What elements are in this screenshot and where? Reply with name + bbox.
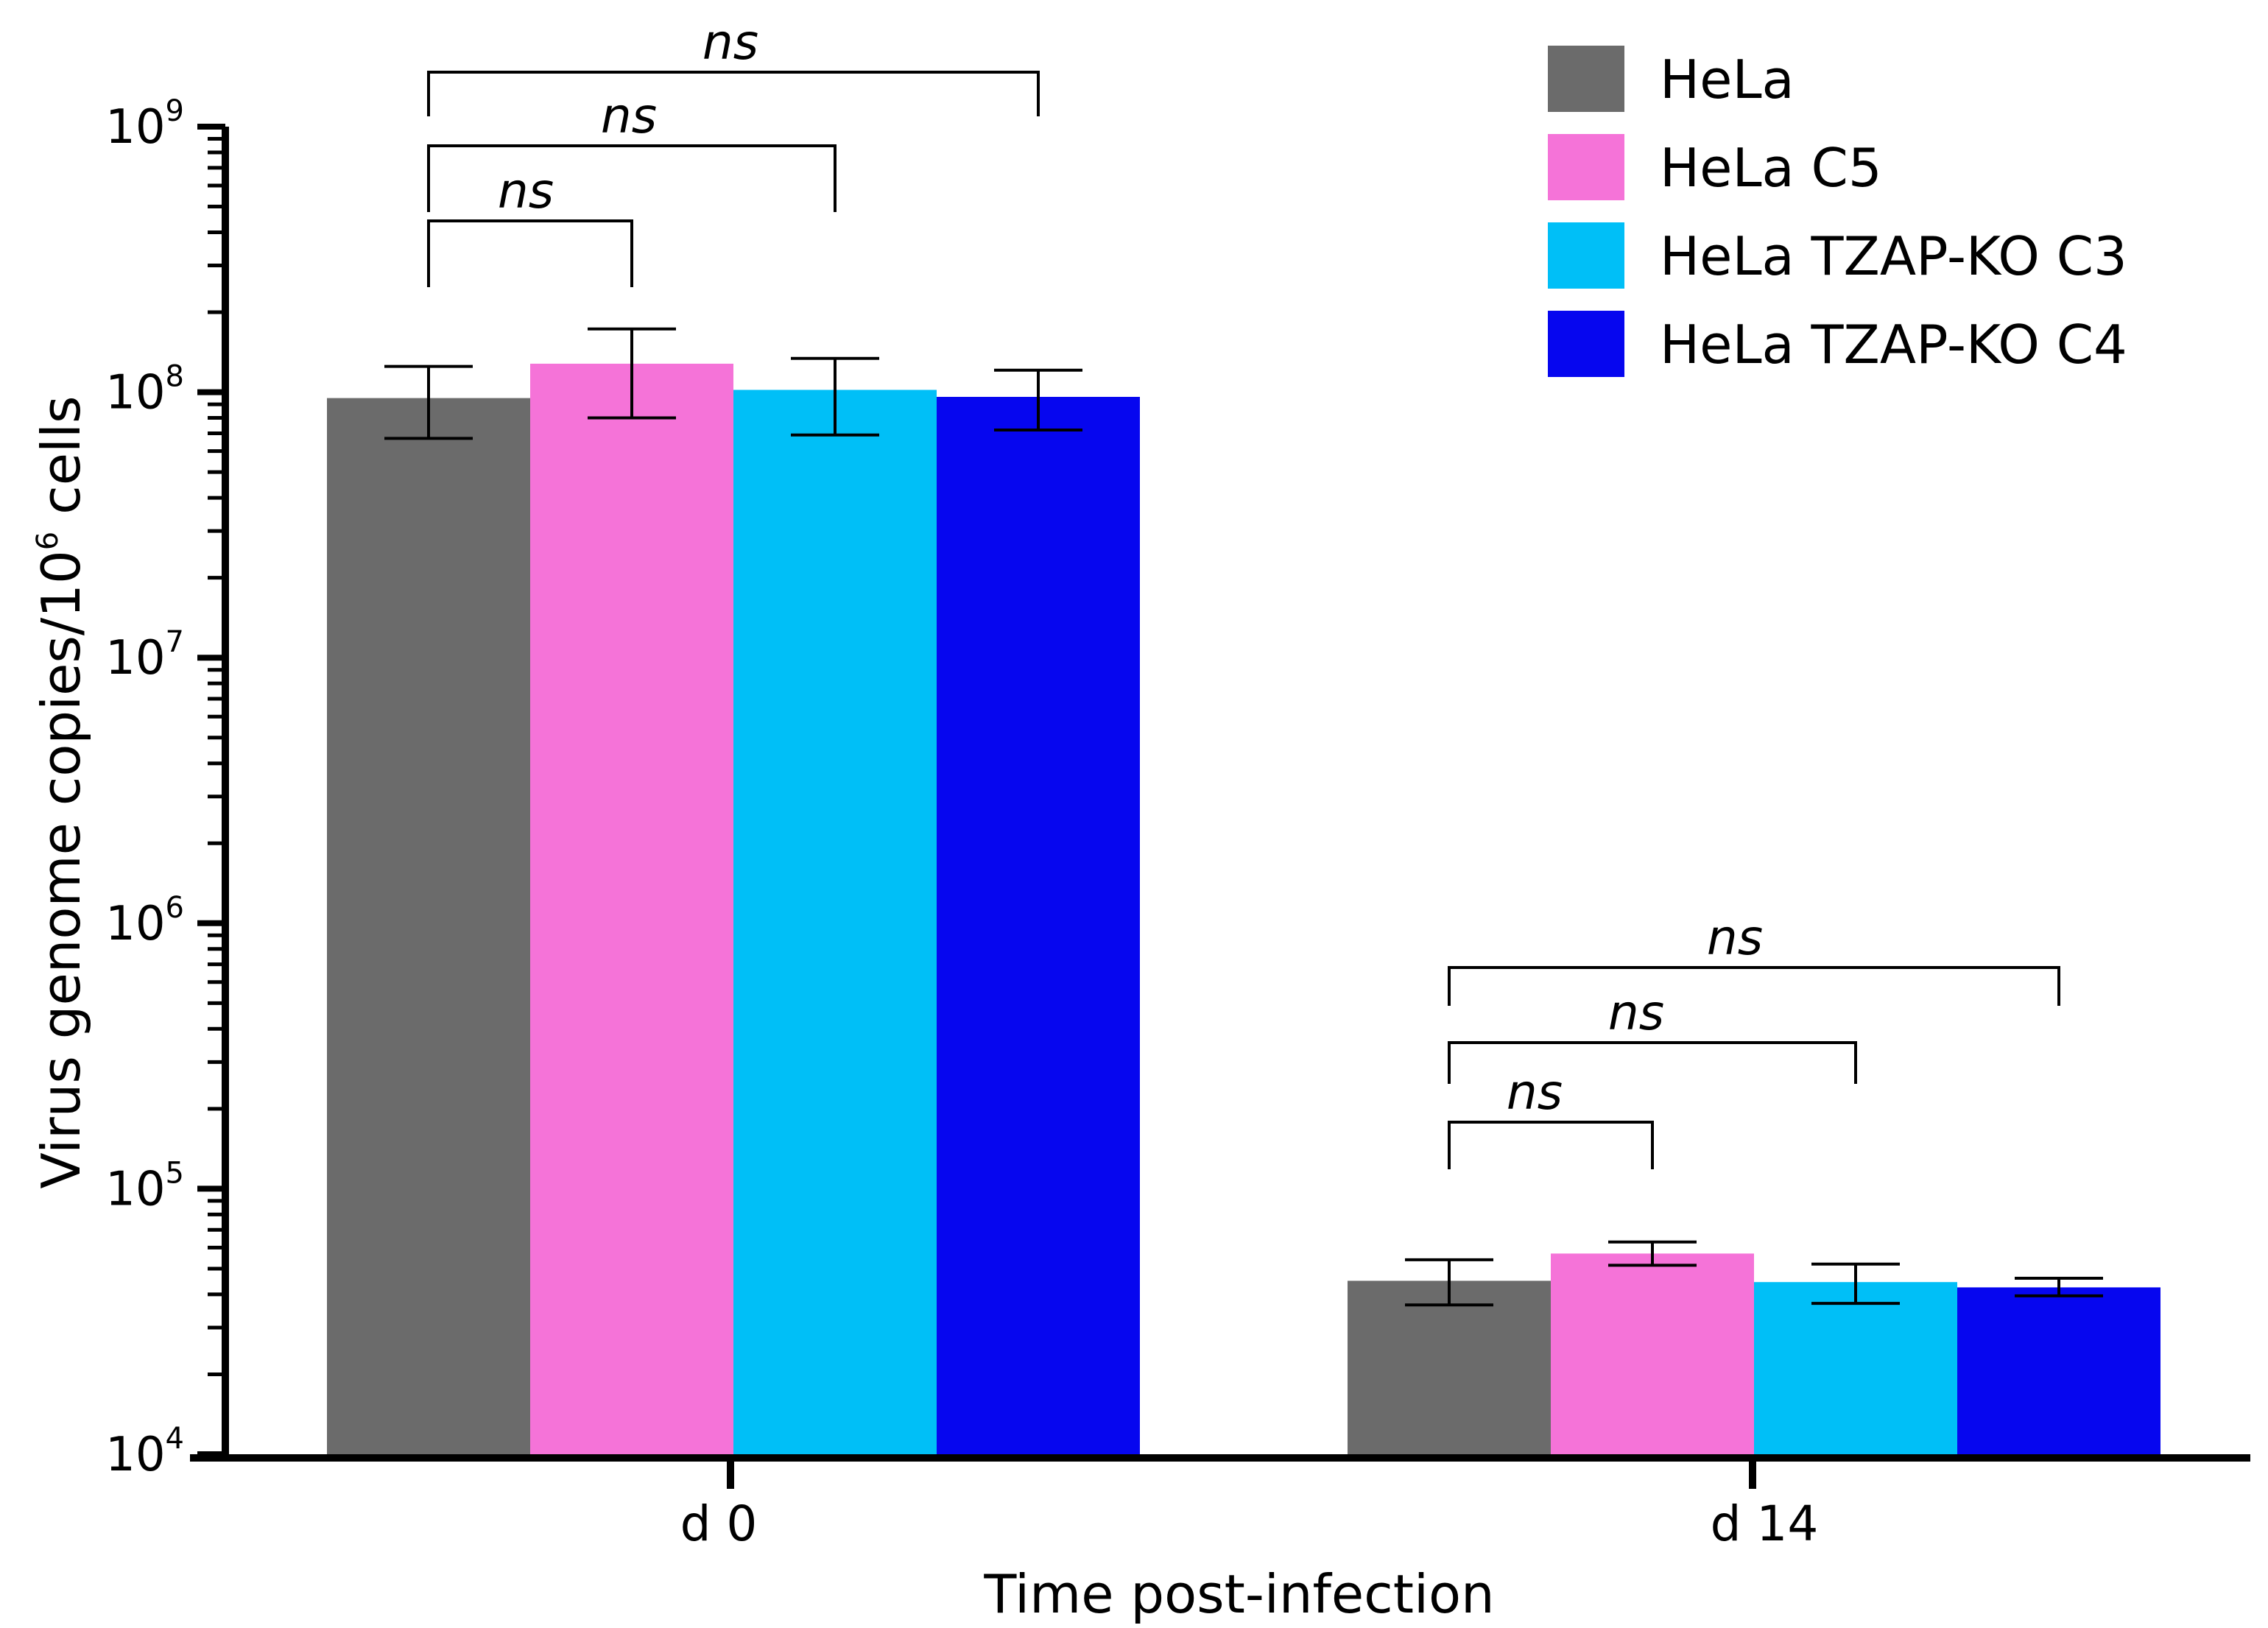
y-axis-title: Virus genome copies/106 cells: [30, 395, 92, 1188]
y-tick-label: 105: [105, 1156, 184, 1216]
bar: [1348, 1280, 1551, 1454]
y-tick-exponent: 4: [166, 1422, 184, 1456]
y-axis-title-main: Virus genome copies/10: [30, 550, 92, 1188]
significance-label: ns: [1707, 909, 1763, 966]
bar: [530, 363, 733, 1455]
significance-label: ns: [1608, 984, 1664, 1041]
significance-label: ns: [498, 163, 554, 219]
bars-group: [327, 363, 2160, 1455]
y-axis-title-suffix: cells: [30, 395, 92, 531]
x-axis-title: Time post-infection: [983, 1563, 1494, 1625]
error-bars-group: [384, 327, 2103, 1307]
y-tick-base: 10: [105, 897, 165, 951]
y-tick-label: 109: [105, 94, 184, 155]
y-tick-base: 10: [105, 1162, 165, 1216]
bar: [937, 396, 1140, 1455]
y-tick-label: 106: [105, 891, 184, 951]
y-tick-exponent: 9: [166, 94, 184, 128]
x-tick-labels: d 0 d 14: [680, 1495, 1819, 1552]
legend-swatch: [1548, 134, 1624, 200]
legend-label: HeLa TZAP-KO C4: [1660, 314, 2127, 376]
y-tick-exponent: 8: [166, 360, 184, 394]
significance-bracket: [1448, 966, 2060, 1006]
y-minor-ticks: [197, 124, 225, 1457]
bar: [1754, 1282, 1957, 1454]
significance-label: ns: [702, 14, 758, 71]
bar: [733, 390, 937, 1454]
y-tick-exponent: 5: [166, 1156, 184, 1190]
legend-label: HeLa: [1660, 49, 1795, 110]
y-tick-base: 10: [105, 1428, 165, 1482]
y-tick-label: 107: [105, 625, 184, 686]
y-tick-base: 10: [105, 100, 165, 155]
y-tick-exponent: 7: [166, 625, 184, 659]
bar: [1551, 1253, 1754, 1454]
x-tick-label: d 14: [1711, 1495, 1819, 1552]
y-tick-exponent: 6: [166, 891, 184, 925]
legend-swatch: [1548, 311, 1624, 377]
legend: HeLa HeLa C5 HeLa TZAP-KO C3 HeLa TZAP-KO C…: [1548, 46, 2127, 377]
x-tick-marks: [727, 1458, 1756, 1489]
bar: [1957, 1287, 2160, 1454]
legend-label: HeLa C5: [1660, 137, 1882, 199]
x-tick-label: d 0: [680, 1495, 758, 1552]
legend-swatch: [1548, 222, 1624, 289]
significance-bracket: [427, 219, 633, 287]
significance-bracket: [427, 71, 1040, 116]
y-tick-base: 10: [105, 631, 165, 686]
significance-bracket: [1448, 1121, 1654, 1169]
y-tick-label: 108: [105, 360, 184, 420]
significance-bracket: [1448, 1041, 1857, 1084]
significance-label: ns: [1507, 1064, 1563, 1121]
bar: [327, 398, 530, 1455]
legend-label: HeLa TZAP-KO C3: [1660, 225, 2127, 287]
y-axis-title-superscript: 6: [31, 532, 65, 550]
axes-group: [190, 127, 2250, 1462]
significance-label: ns: [601, 88, 657, 144]
y-tick-label: 104: [105, 1422, 184, 1482]
y-tick-base: 10: [105, 366, 165, 420]
significance-bracket: [427, 144, 837, 212]
legend-swatch: [1548, 46, 1624, 112]
